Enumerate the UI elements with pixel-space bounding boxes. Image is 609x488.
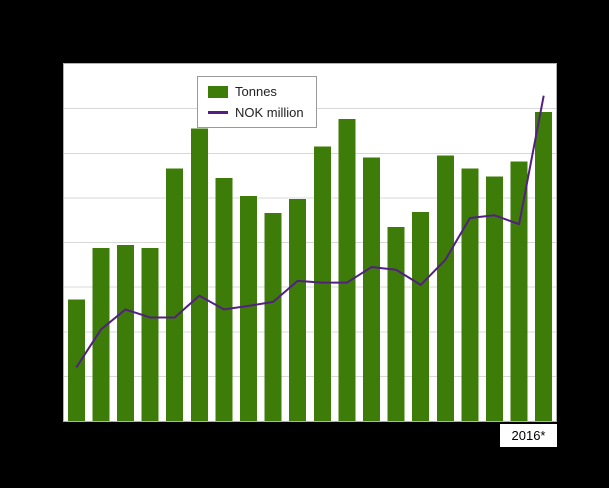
bar-tonnes xyxy=(313,146,331,421)
legend: Tonnes NOK million xyxy=(197,76,317,128)
bar-tonnes xyxy=(510,161,528,421)
legend-item-nok-million[interactable]: NOK million xyxy=(208,105,304,120)
legend-label-tonnes: Tonnes xyxy=(235,84,277,99)
bar-tonnes xyxy=(486,176,503,421)
bar-tonnes xyxy=(535,111,553,421)
bar-tonnes xyxy=(289,199,307,421)
bar-tonnes xyxy=(436,155,454,421)
bar-tonnes xyxy=(67,299,85,421)
x-axis-tick-label-2016: 2016* xyxy=(500,424,557,447)
bar-tonnes xyxy=(387,226,405,421)
bar-tonnes xyxy=(166,168,184,421)
bar-tonnes xyxy=(363,157,380,421)
bar-tonnes xyxy=(338,118,356,421)
tonnes-bar-swatch-icon xyxy=(208,85,228,98)
bar-tonnes xyxy=(412,212,430,421)
bar-tonnes xyxy=(190,128,208,421)
bar-tonnes xyxy=(117,245,134,421)
legend-label-nok-million: NOK million xyxy=(235,105,304,120)
bar-tonnes xyxy=(141,247,159,421)
bar-tonnes xyxy=(264,213,282,421)
bar-tonnes xyxy=(240,196,257,421)
bar-tonnes xyxy=(92,247,110,421)
bar-tonnes xyxy=(461,168,479,421)
nok-million-line-swatch-icon xyxy=(208,111,228,114)
bar-tonnes xyxy=(215,178,233,421)
chart-canvas xyxy=(64,95,556,421)
legend-item-tonnes[interactable]: Tonnes xyxy=(208,84,304,99)
line-nok-million xyxy=(75,95,545,368)
